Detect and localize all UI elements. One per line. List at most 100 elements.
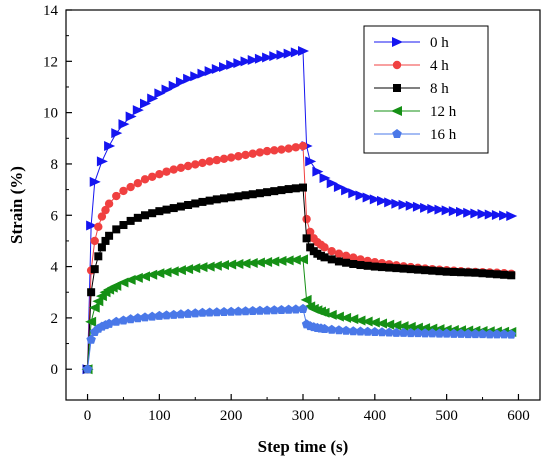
data-point	[268, 256, 280, 267]
data-point	[378, 263, 386, 272]
data-point	[500, 270, 509, 279]
y-tick-label: 12	[43, 54, 58, 70]
data-point	[97, 212, 107, 221]
legend-label: 16 h	[430, 127, 457, 143]
data-point	[506, 329, 517, 339]
data-point	[227, 193, 236, 202]
data-point	[298, 303, 308, 313]
data-point	[111, 128, 123, 139]
data-point	[197, 307, 208, 317]
data-point	[196, 262, 208, 273]
data-point	[349, 260, 358, 269]
data-point	[90, 265, 99, 274]
data-point	[191, 160, 200, 169]
data-point	[226, 59, 238, 70]
data-point	[204, 307, 215, 317]
data-point	[212, 307, 222, 317]
data-point	[233, 306, 244, 316]
data-point	[291, 184, 300, 193]
data-point	[232, 259, 244, 270]
data-point	[499, 210, 511, 221]
data-point	[363, 261, 372, 270]
series-layer	[81, 46, 518, 375]
data-point	[282, 255, 294, 266]
data-point	[155, 170, 164, 179]
data-point	[94, 252, 103, 261]
y-tick-label: 6	[51, 208, 59, 224]
data-point	[305, 227, 315, 237]
data-point	[334, 249, 344, 258]
data-point	[247, 305, 258, 316]
data-point	[162, 167, 171, 176]
data-point	[348, 188, 360, 199]
data-point	[234, 192, 243, 201]
data-point	[147, 311, 157, 321]
data-point	[276, 49, 288, 60]
data-point	[189, 263, 201, 274]
data-point	[148, 209, 157, 218]
data-point	[275, 255, 287, 266]
data-point	[255, 189, 264, 198]
x-tick-label: 300	[292, 408, 315, 424]
y-tick-label: 14	[43, 3, 59, 19]
legend-marker	[392, 129, 402, 139]
data-point	[190, 71, 202, 82]
data-point	[319, 323, 330, 333]
data-point	[248, 149, 257, 158]
data-point	[356, 261, 365, 270]
data-point	[233, 58, 245, 69]
data-point	[334, 257, 343, 266]
data-point	[94, 222, 103, 232]
data-point	[204, 66, 216, 77]
data-point	[384, 197, 396, 208]
data-point	[370, 327, 380, 337]
data-point	[87, 288, 96, 297]
data-point	[491, 210, 503, 221]
data-point	[349, 253, 358, 262]
data-point	[198, 197, 207, 206]
data-point	[290, 47, 302, 58]
data-point	[161, 84, 173, 95]
data-point	[441, 328, 452, 338]
data-point	[226, 153, 236, 162]
data-point	[305, 156, 317, 167]
data-point	[131, 272, 143, 283]
data-point	[262, 146, 272, 156]
y-tick-label: 10	[43, 106, 58, 122]
data-point	[291, 304, 301, 314]
y-axis-title: Strain (%)	[7, 166, 26, 244]
legend-label: 12 h	[430, 104, 457, 120]
data-point	[101, 236, 110, 245]
data-point	[269, 51, 281, 62]
data-point	[182, 264, 194, 275]
data-point	[392, 264, 401, 273]
data-point	[478, 269, 487, 278]
data-point	[456, 328, 466, 338]
legend-item: 16 h	[374, 127, 457, 143]
data-point	[405, 328, 416, 338]
data-point	[341, 185, 353, 196]
legend-item: 8 h	[374, 81, 449, 97]
data-point	[176, 202, 185, 211]
data-point	[89, 176, 101, 187]
data-point	[355, 190, 367, 201]
data-point	[325, 309, 337, 320]
data-point	[241, 150, 250, 160]
data-point	[420, 328, 430, 338]
data-point	[133, 313, 143, 323]
data-point	[212, 195, 221, 204]
data-point	[240, 56, 252, 67]
data-point	[175, 76, 187, 87]
data-point	[492, 270, 501, 279]
data-point	[326, 324, 337, 334]
data-point	[226, 306, 236, 316]
x-tick-label: 500	[435, 408, 458, 424]
x-tick-label: 100	[148, 408, 171, 424]
data-point	[362, 326, 373, 336]
data-point	[197, 68, 209, 79]
legend-marker	[393, 84, 401, 92]
legend: 0 h 4 h 8 h 12 h 16 h	[363, 25, 489, 154]
data-point	[348, 326, 359, 336]
legend-marker	[391, 106, 402, 116]
data-point	[449, 328, 459, 338]
